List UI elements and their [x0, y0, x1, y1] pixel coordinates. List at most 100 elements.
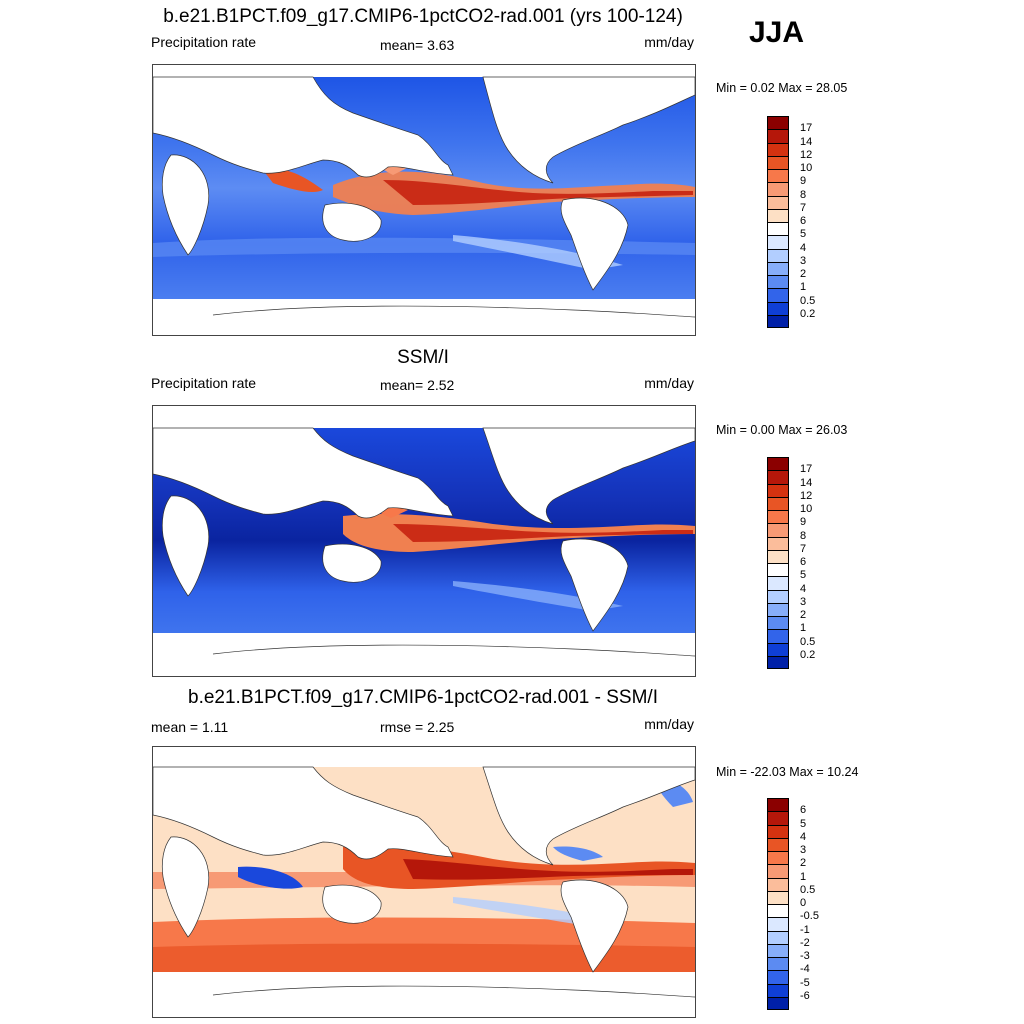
- colorbar-tick-label: 2: [800, 857, 807, 870]
- colorbar-swatch: [767, 496, 789, 510]
- colorbar-swatch: [767, 917, 789, 931]
- colorbar-swatch: [767, 798, 789, 812]
- colorbar-swatch: [767, 182, 789, 196]
- colorbar-swatch: [767, 235, 789, 249]
- colorbar-tick-label: 2: [800, 268, 807, 280]
- colorbar-tick-label: 9: [800, 516, 807, 529]
- colorbar-swatch: [767, 116, 789, 130]
- colorbar-tick-label: 7: [800, 201, 807, 214]
- colorbar-tick-label: 6: [800, 556, 807, 568]
- colorbar-swatch: [767, 208, 789, 222]
- colorbar-swatch: [767, 957, 789, 971]
- colorbar-tick-label: 5: [800, 228, 807, 241]
- colorbar-swatch: [767, 616, 789, 630]
- panel-2-mean-label: mean= 2.52: [380, 377, 455, 393]
- colorbar-swatch: [767, 824, 789, 838]
- colorbar-tick-label: 12: [800, 489, 813, 502]
- panel-3-title: b.e21.B1PCT.f09_g17.CMIP6-1pctCO2-rad.00…: [188, 687, 658, 708]
- colorbar-swatch: [767, 169, 789, 183]
- colorbar-tick-label: 5: [800, 817, 807, 830]
- colorbar-tick-label: 3: [800, 254, 807, 267]
- colorbar-swatch: [767, 837, 789, 851]
- panel-1-minmax: Min = 0.02 Max = 28.05: [716, 81, 848, 95]
- colorbar-swatch: [767, 510, 789, 524]
- colorbar-swatch: [767, 602, 789, 616]
- panel-2-map: [152, 405, 696, 677]
- colorbar-tick-label: 17: [800, 463, 813, 476]
- colorbar-tick-label: 7: [800, 542, 807, 555]
- colorbar-tick-label: 0.2: [800, 307, 816, 320]
- colorbar-tick-label: -0.5: [800, 910, 819, 923]
- colorbar-swatch: [767, 930, 789, 944]
- colorbar-swatch: [767, 851, 789, 865]
- colorbar-swatch: [767, 970, 789, 984]
- panel-1-colorbar: 17 14 12 10 9 8 7 6 5 4 3 2 1 0.5 0.2: [767, 116, 827, 328]
- colorbar-swatch: [767, 589, 789, 603]
- colorbar-tick-label: 0: [800, 897, 807, 909]
- colorbar-tick-label: 4: [800, 241, 807, 254]
- colorbar-tick-label: 0.5: [800, 294, 816, 307]
- panel-2-colorbar: 17 14 12 10 9 8 7 6 5 4 3 2 1 0.5 0.2: [767, 457, 827, 669]
- colorbar-swatch: [767, 483, 789, 497]
- colorbar-swatch: [767, 288, 789, 302]
- panel-3-map: [152, 746, 696, 1018]
- colorbar-swatch: [767, 261, 789, 275]
- colorbar-swatch: [767, 301, 789, 315]
- colorbar-tick-label: 1: [800, 870, 807, 883]
- colorbar-swatch: [767, 314, 789, 328]
- panel-2-left-label: Precipitation rate: [151, 375, 257, 391]
- panel-3-units-label: mm/day: [644, 716, 694, 732]
- colorbar-swatch: [767, 523, 789, 537]
- panel-1-map: [152, 64, 696, 336]
- colorbar-swatch: [767, 129, 789, 143]
- colorbar-swatch: [767, 996, 789, 1010]
- colorbar-tick-label: 6: [800, 804, 807, 817]
- panel-3-minmax: Min = -22.03 Max = 10.24: [716, 765, 859, 779]
- colorbar-swatch: [767, 222, 789, 236]
- colorbar-tick-label: 10: [800, 503, 813, 515]
- colorbar-tick-label: 14: [800, 135, 813, 148]
- colorbar-tick-label: 1: [800, 622, 807, 635]
- panel-1-title: b.e21.B1PCT.f09_g17.CMIP6-1pctCO2-rad.00…: [163, 6, 683, 27]
- panel-2-title: SSM/I: [397, 347, 449, 368]
- colorbar-tick-label: 1: [800, 281, 807, 294]
- colorbar-tick-label: 6: [800, 215, 807, 227]
- colorbar-swatch: [767, 195, 789, 209]
- colorbar-tick-label: 5: [800, 569, 807, 582]
- colorbar-tick-label: 0.5: [800, 635, 816, 648]
- panel-3-colorbar: 6 5 4 3 2 1 0.5 0 -0.5 -1 -2 -3 -4 -5 -6: [767, 798, 827, 1010]
- colorbar-tick-label: 0.2: [800, 648, 816, 661]
- colorbar-tick-label: -3: [800, 950, 810, 962]
- panel-2-minmax: Min = 0.00 Max = 26.03: [716, 423, 848, 437]
- colorbar-tick-label: 14: [800, 476, 813, 489]
- colorbar-swatch: [767, 629, 789, 643]
- colorbar-tick-label: 3: [800, 844, 807, 856]
- colorbar-swatch: [767, 904, 789, 918]
- panel-1-left-label: Precipitation rate: [151, 34, 257, 50]
- colorbar-swatch: [767, 943, 789, 957]
- colorbar-swatch: [767, 470, 789, 484]
- colorbar-swatch: [767, 536, 789, 550]
- colorbar-swatch: [767, 655, 789, 669]
- colorbar-tick-label: 0.5: [800, 883, 816, 896]
- colorbar-tick-label: 8: [800, 188, 807, 201]
- panel-3-rmse-label: rmse = 2.25: [380, 719, 455, 735]
- colorbar-swatch: [767, 563, 789, 577]
- colorbar-tick-label: 12: [800, 148, 813, 161]
- colorbar-tick-label: -1: [800, 923, 810, 936]
- colorbar-tick-label: -2: [800, 936, 810, 949]
- colorbar-swatch: [767, 248, 789, 262]
- panel-1-mean-label: mean= 3.63: [380, 37, 455, 53]
- colorbar-swatch: [767, 275, 789, 289]
- colorbar-swatch: [767, 457, 789, 471]
- colorbar-swatch: [767, 877, 789, 891]
- colorbar-tick-label: 10: [800, 162, 813, 174]
- colorbar-swatch: [767, 142, 789, 156]
- colorbar-tick-label: 4: [800, 582, 807, 595]
- panel-1-units-label: mm/day: [644, 34, 694, 50]
- colorbar-swatch: [767, 983, 789, 997]
- colorbar-swatch: [767, 811, 789, 825]
- colorbar-tick-label: -6: [800, 989, 810, 1002]
- colorbar-tick-label: 9: [800, 175, 807, 188]
- colorbar-tick-label: 4: [800, 830, 807, 843]
